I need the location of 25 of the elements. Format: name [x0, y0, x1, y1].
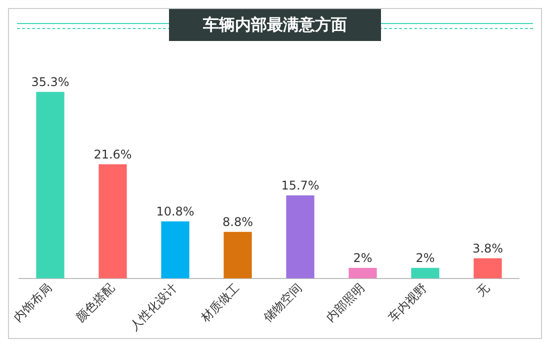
bar — [348, 268, 377, 278]
data-label: 35.3% — [31, 74, 70, 89]
data-label: 21.6% — [94, 147, 132, 162]
x-tick-label: 储物空间 — [260, 280, 305, 325]
data-label: 2% — [353, 250, 372, 265]
bar — [224, 232, 252, 278]
data-label: 3.8% — [472, 241, 503, 256]
bar — [411, 268, 440, 278]
x-tick-label: 颜色搭配 — [73, 280, 118, 325]
data-label: 10.8% — [156, 204, 194, 218]
bar — [98, 164, 127, 278]
x-tick-label: 材质做工 — [198, 280, 242, 326]
data-label: 8.8% — [222, 215, 253, 230]
x-tick-label: 人性化设计 — [127, 280, 180, 334]
x-tick-label: 车内视野 — [386, 280, 430, 325]
x-tick-label: 无 — [474, 280, 492, 300]
x-tick-label: 内饰布局 — [10, 280, 55, 325]
bar — [36, 92, 64, 278]
chart-title: 车辆内部最满意方面 — [169, 9, 381, 41]
bar — [161, 221, 190, 278]
data-label: 2% — [416, 250, 435, 265]
bar — [286, 195, 314, 278]
bar — [474, 258, 502, 278]
data-label: 15.7% — [281, 178, 320, 193]
x-tick-label: 内部照明 — [323, 280, 368, 325]
